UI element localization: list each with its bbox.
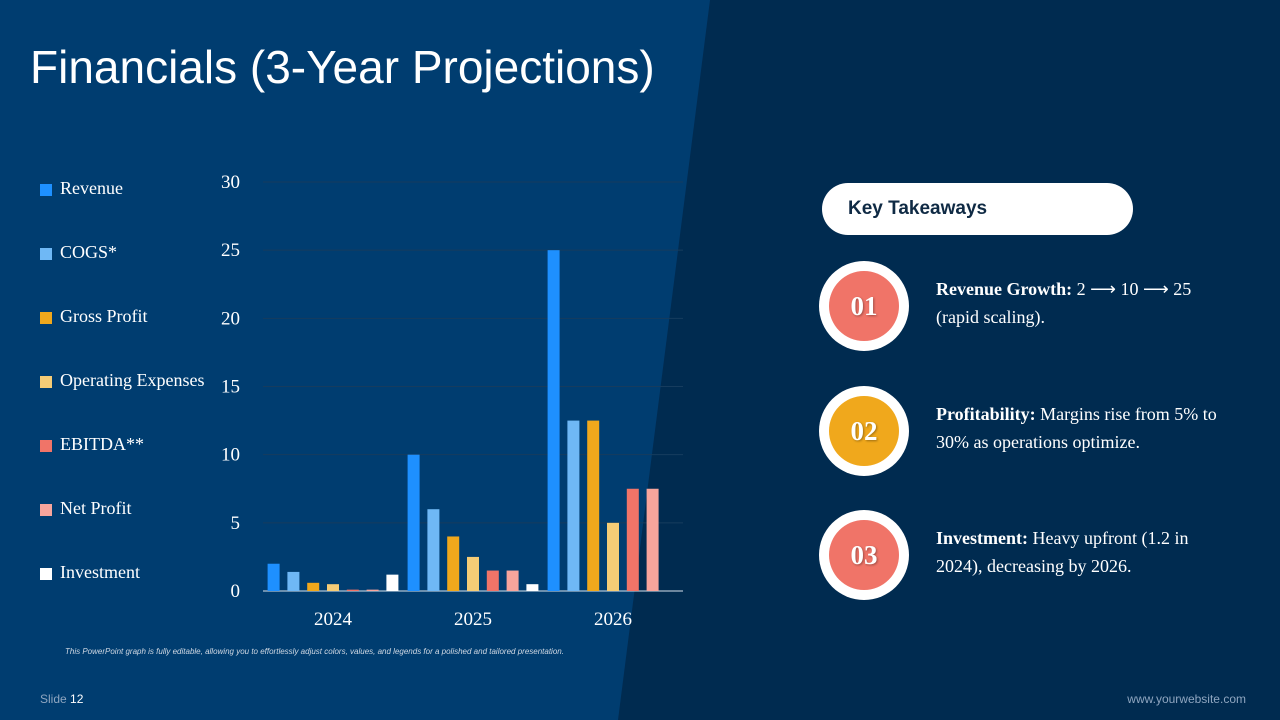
bar-cogs-2026: [567, 420, 580, 591]
takeaway-heading: Investment:: [936, 528, 1028, 548]
bar-revenue-2026: [547, 250, 560, 591]
legend-label: Investment: [60, 561, 140, 582]
chart-note: This PowerPoint graph is fully editable,…: [65, 647, 564, 656]
bar-ebitda-2024: [346, 589, 359, 591]
slide-label: Slide: [40, 692, 67, 706]
takeaway-heading: Revenue Growth:: [936, 279, 1073, 299]
bar-operating-expenses-2024: [327, 584, 339, 591]
slide-number-value: 12: [70, 692, 84, 706]
takeaway-body: Margins rise from 5% to 30% as operation…: [936, 404, 1217, 452]
legend-item-revenue: Revenue: [40, 176, 123, 200]
legend-swatch: [40, 440, 52, 452]
bar-operating-expenses-2026: [607, 522, 619, 591]
x-tick-label: 2024: [314, 609, 353, 630]
legend-swatch: [40, 568, 52, 580]
bar-net-profit-2025: [506, 570, 519, 591]
legend-label: Net Profit: [60, 497, 132, 518]
bar-ebitda-2025: [486, 570, 499, 591]
legend-label: Gross Profit: [60, 305, 148, 326]
x-tick-label: 2025: [454, 609, 492, 630]
bar-investment-2025: [526, 584, 539, 591]
takeaway-body: 2 ⟶ 10 ⟶ 25 (rapid scaling).: [936, 279, 1192, 327]
bar-revenue-2024: [267, 563, 280, 591]
bar-gross-profit-2026: [587, 420, 600, 591]
legend-swatch: [40, 376, 52, 388]
bar-revenue-2025: [407, 454, 420, 591]
legend-swatch: [40, 504, 52, 516]
y-tick-label: 25: [221, 240, 240, 261]
legend-item-operating-expenses: Operating Expenses: [40, 368, 204, 392]
slide-number: Slide 12: [40, 692, 83, 706]
legend-item-gross-profit: Gross Profit: [40, 304, 148, 328]
legend-label: COGS*: [60, 241, 118, 262]
y-tick-label: 0: [231, 581, 241, 602]
page-title: Financials (3-Year Projections): [30, 41, 655, 93]
legend-label: Revenue: [60, 177, 123, 198]
takeaway-text: Profitability: Margins rise from 5% to 3…: [936, 400, 1236, 456]
legend-swatch: [40, 248, 52, 260]
y-tick-label: 30: [221, 172, 240, 193]
bar-gross-profit-2024: [307, 582, 320, 591]
y-tick-label: 5: [231, 513, 241, 534]
takeaway-item-2: 02 Profitability: Margins rise from 5% t…: [819, 386, 1239, 476]
y-tick-label: 10: [221, 445, 240, 466]
takeaway-text: Investment: Heavy upfront (1.2 in 2024),…: [936, 524, 1236, 580]
legend-item-ebitda: EBITDA**: [40, 432, 144, 456]
bar-cogs-2025: [427, 509, 440, 591]
legend-item-investment: Investment: [40, 560, 140, 584]
y-tick-label: 20: [221, 308, 240, 329]
legend-item-net-profit: Net Profit: [40, 496, 132, 520]
legend-label: Operating Expenses: [60, 369, 205, 390]
takeaway-number-badge: 01: [829, 271, 899, 341]
takeaway-body: Heavy upfront (1.2 in 2024), decreasing …: [936, 528, 1189, 576]
x-tick-label: 2026: [594, 609, 632, 630]
y-tick-label: 15: [221, 377, 240, 398]
takeaway-number-badge: 03: [829, 520, 899, 590]
legend-swatch: [40, 184, 52, 196]
takeaway-item-1: 01 Revenue Growth: 2 ⟶ 10 ⟶ 25 (rapid sc…: [819, 261, 1239, 351]
bar-investment-2024: [386, 574, 399, 591]
bar-operating-expenses-2025: [467, 556, 479, 591]
bar-gross-profit-2025: [447, 536, 460, 591]
takeaway-number-badge: 02: [829, 396, 899, 466]
bar-net-profit-2024: [366, 589, 379, 591]
website-url: www.yourwebsite.com: [1127, 692, 1246, 706]
bar-ebitda-2026: [626, 488, 639, 591]
key-takeaways-header: Key Takeaways: [822, 183, 1133, 235]
legend-swatch: [40, 312, 52, 324]
bar-cogs-2024: [287, 571, 300, 591]
bar-net-profit-2026: [646, 488, 659, 591]
legend-item-cogs: COGS*: [40, 240, 117, 264]
takeaway-item-3: 03 Investment: Heavy upfront (1.2 in 202…: [819, 510, 1239, 600]
takeaway-heading: Profitability:: [936, 404, 1036, 424]
takeaway-text: Revenue Growth: 2 ⟶ 10 ⟶ 25 (rapid scali…: [936, 275, 1236, 331]
legend-label: EBITDA**: [60, 433, 144, 454]
